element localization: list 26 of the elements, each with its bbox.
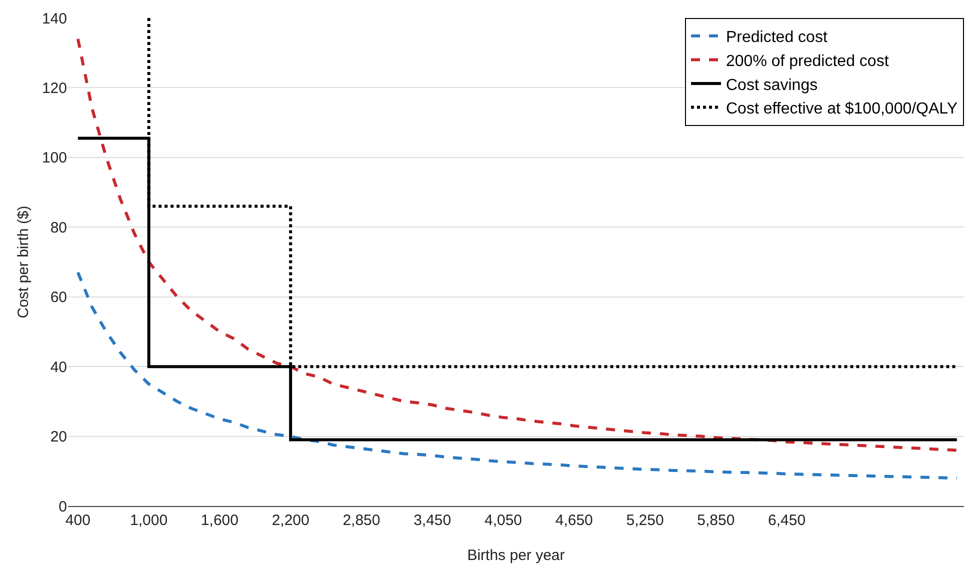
x-tick-label: 6,450 [768,512,806,529]
x-tick-label: 5,250 [626,512,664,529]
y-tick-label: 80 [50,219,67,236]
x-axis-title: Births per year [467,547,565,564]
y-tick-label: 20 [50,428,67,446]
x-tick-label: 3,450 [414,512,452,529]
x-tick-label: 5,850 [697,512,735,529]
y-tick-label: 100 [42,150,67,167]
y-tick-label: 60 [50,289,67,306]
line-series [76,270,958,480]
x-tick-label: 1,000 [130,512,168,529]
x-tick-label: 1,600 [200,512,238,529]
y-axis-title: Cost per birth ($) [15,206,32,318]
x-tick-label: 2,200 [272,512,310,529]
x-tick-label: 400 [65,512,90,529]
legend-label: Cost savings [726,76,818,94]
x-tick-label: 2,850 [342,512,380,529]
x-tick-label: 4,650 [555,512,593,529]
y-tick-label: 140 [42,10,67,28]
y-tick-label: 0 [58,498,67,516]
y-tick-label: 40 [50,358,67,376]
x-tick-label: 4,050 [484,512,522,529]
legend-label: 200% of predicted cost [726,52,890,70]
legend-label: Cost effective at $100,000/QALY [726,100,958,118]
legend-label: Predicted cost [726,29,828,46]
y-tick-label: 120 [42,80,67,97]
